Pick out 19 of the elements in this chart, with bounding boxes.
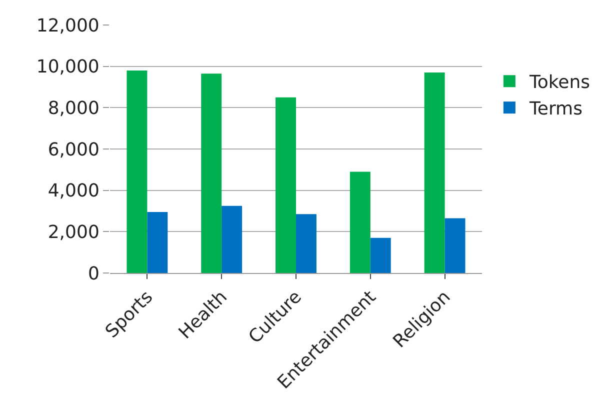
y-tick-label: 4,000 <box>48 180 100 202</box>
y-tick-label: 10,000 <box>36 56 100 78</box>
bar <box>147 212 168 273</box>
bar <box>444 218 466 273</box>
y-tick-label: 8,000 <box>48 98 100 119</box>
bar <box>350 172 370 273</box>
bar <box>296 214 316 273</box>
bar <box>126 70 148 273</box>
bar <box>222 206 242 273</box>
bar <box>424 72 445 273</box>
y-tick-label: 2,000 <box>48 222 100 243</box>
y-tick-label: 0 <box>88 263 100 284</box>
y-tick-label: 12,000 <box>36 15 100 36</box>
y-tick-label: 6,000 <box>48 139 100 160</box>
bar <box>276 97 296 273</box>
legend-label: Terms <box>528 98 582 120</box>
bar <box>201 74 222 273</box>
legend-label: Tokens <box>528 72 590 94</box>
bar <box>370 238 391 273</box>
